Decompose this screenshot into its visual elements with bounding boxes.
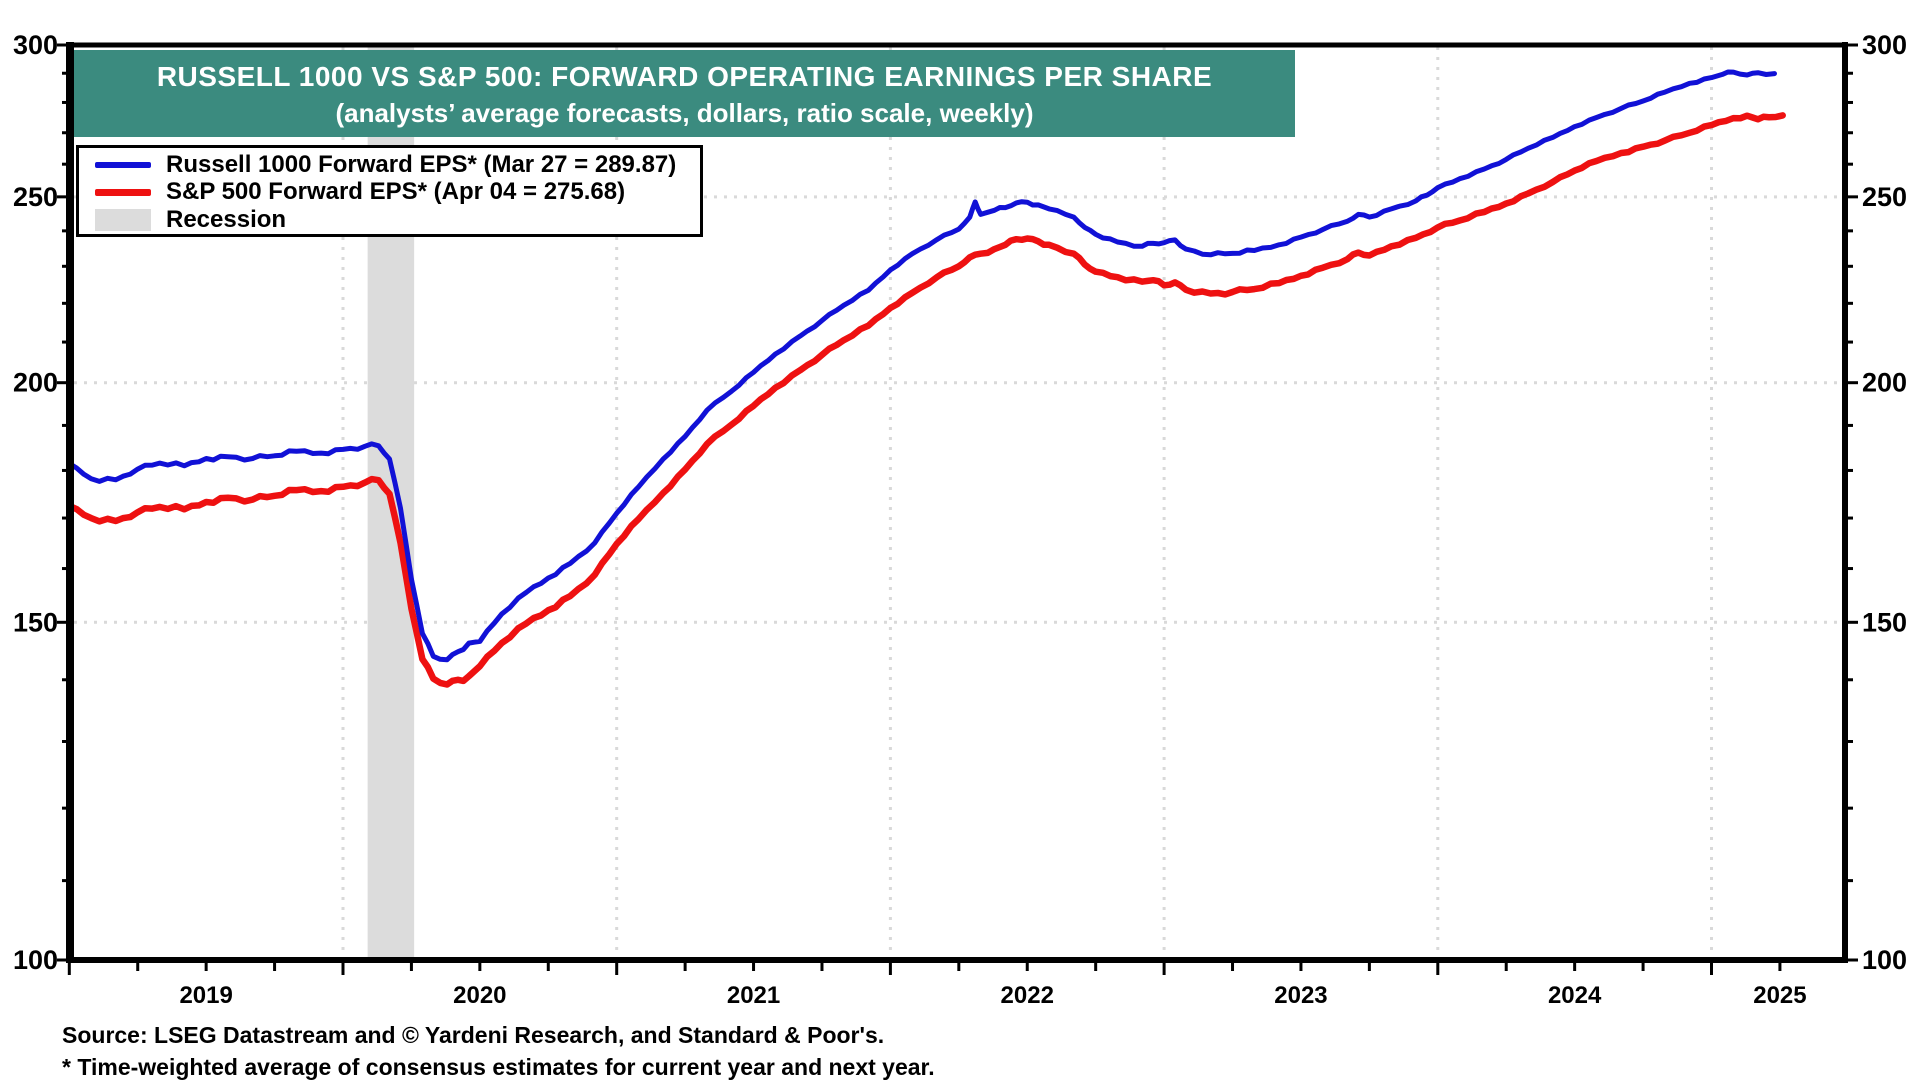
x-tick-label: 2023 (1274, 982, 1327, 1009)
y-tick-label-left: 300 (13, 30, 58, 60)
legend-item-sp500: S&P 500 Forward EPS* (Apr 04 = 275.68) (95, 178, 700, 206)
legend-label: Russell 1000 Forward EPS* (Mar 27 = 289.… (166, 150, 677, 178)
chart-title-bar: RUSSELL 1000 VS S&P 500: FORWARD OPERATI… (74, 50, 1295, 137)
legend-item-russell-1000: Russell 1000 Forward EPS* (Mar 27 = 289.… (95, 151, 700, 178)
y-tick-label-right: 250 (1862, 182, 1907, 212)
x-tick-label: 2022 (1001, 982, 1054, 1009)
series-s-p-500-forward-eps (66, 112, 1786, 688)
y-tick-label-right: 150 (1862, 607, 1907, 637)
chart-subtitle: (analysts’ average forecasts, dollars, r… (335, 97, 1034, 128)
legend-item-recession: Recession (95, 206, 700, 234)
axes-frame (57, 42, 1858, 975)
footer: Source: LSEG Datastream and © Yardeni Re… (62, 1019, 935, 1080)
series (66, 69, 1786, 688)
axis-labels: 100 100 150 150 200 200 250 250 300 300 2019 2020 20… (13, 30, 1907, 1009)
russell-1000-line-swatch (95, 161, 151, 168)
y-tick-label-right: 200 (1862, 368, 1907, 398)
recession-band-swatch (95, 209, 151, 232)
x-tick-label: 2020 (453, 982, 506, 1009)
x-tick-label: 2019 (179, 982, 232, 1009)
sp500-line-swatch (95, 188, 151, 196)
y-tick-label-right: 300 (1862, 30, 1907, 60)
y-tick-label-left: 100 (13, 945, 58, 975)
y-tick-label-left: 200 (13, 368, 58, 398)
y-tick-label-right: 100 (1862, 945, 1907, 975)
source-note: Source: LSEG Datastream and © Yardeni Re… (62, 1022, 885, 1048)
legend-label: Recession (166, 206, 287, 234)
x-tick-label: 2025 (1753, 982, 1806, 1009)
y-tick-label-left: 250 (13, 182, 58, 212)
series-russell-1000-forward-eps (66, 69, 1777, 663)
legend: Russell 1000 Forward EPS* (Mar 27 = 289.… (76, 145, 703, 237)
x-tick-label: 2021 (727, 982, 780, 1009)
legend-label: S&P 500 Forward EPS* (Apr 04 = 275.68) (166, 178, 626, 206)
footnote: * Time-weighted average of consensus est… (62, 1054, 935, 1080)
x-tick-label: 2024 (1548, 982, 1602, 1009)
y-tick-label-left: 150 (13, 607, 58, 637)
chart-title: RUSSELL 1000 VS S&P 500: FORWARD OPERATI… (156, 60, 1213, 92)
